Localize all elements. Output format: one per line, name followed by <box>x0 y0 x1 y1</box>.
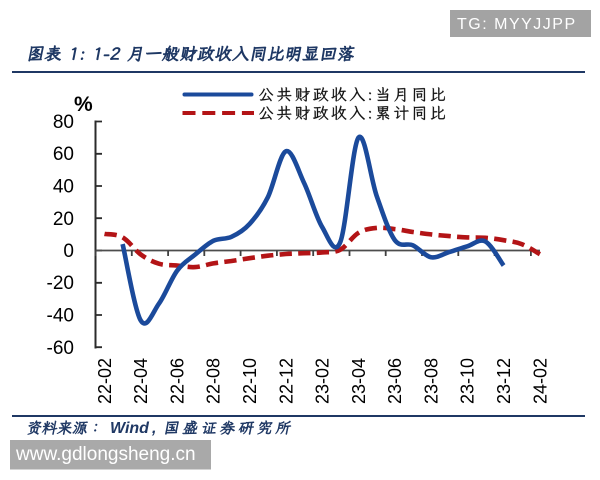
svg-text:www.gdlongsheng.cn: www.gdlongsheng.cn <box>15 444 196 465</box>
svg-text:23-12: 23-12 <box>494 358 514 404</box>
svg-text:60: 60 <box>53 144 74 165</box>
svg-text:%: % <box>74 93 93 116</box>
svg-text:22-04: 22-04 <box>131 358 151 404</box>
svg-text:Wind: Wind <box>110 420 150 437</box>
svg-text:22-10: 22-10 <box>240 358 260 404</box>
svg-text:22-12: 22-12 <box>276 358 296 404</box>
svg-text:23-08: 23-08 <box>421 358 441 404</box>
svg-text:22-08: 22-08 <box>204 358 224 404</box>
svg-text:24-02: 24-02 <box>530 358 550 404</box>
svg-text:,: , <box>151 420 156 437</box>
svg-text:80: 80 <box>53 112 74 133</box>
svg-text:23-04: 23-04 <box>349 358 369 404</box>
svg-text:22-02: 22-02 <box>95 358 115 404</box>
svg-text:TG: MYYJJPP: TG: MYYJJPP <box>457 16 577 33</box>
svg-text:23-10: 23-10 <box>458 358 478 404</box>
svg-text:20: 20 <box>53 209 74 230</box>
svg-text:23-06: 23-06 <box>385 358 405 404</box>
svg-text:22-06: 22-06 <box>168 358 188 404</box>
svg-text:40: 40 <box>53 177 74 198</box>
svg-text:0: 0 <box>63 241 74 262</box>
svg-text:-40: -40 <box>47 306 74 327</box>
svg-text:23-02: 23-02 <box>313 358 333 404</box>
svg-text:-60: -60 <box>47 338 74 359</box>
svg-text:-20: -20 <box>47 273 74 294</box>
